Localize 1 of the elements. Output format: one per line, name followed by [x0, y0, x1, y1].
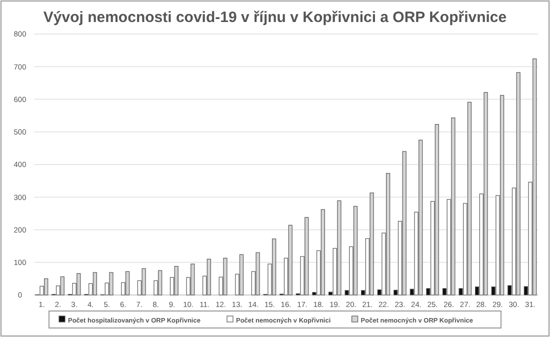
chart-title: Vývoj nemocnosti covid-19 v říjnu v Kopřivnici a ORP Kopřivnice [43, 9, 507, 26]
